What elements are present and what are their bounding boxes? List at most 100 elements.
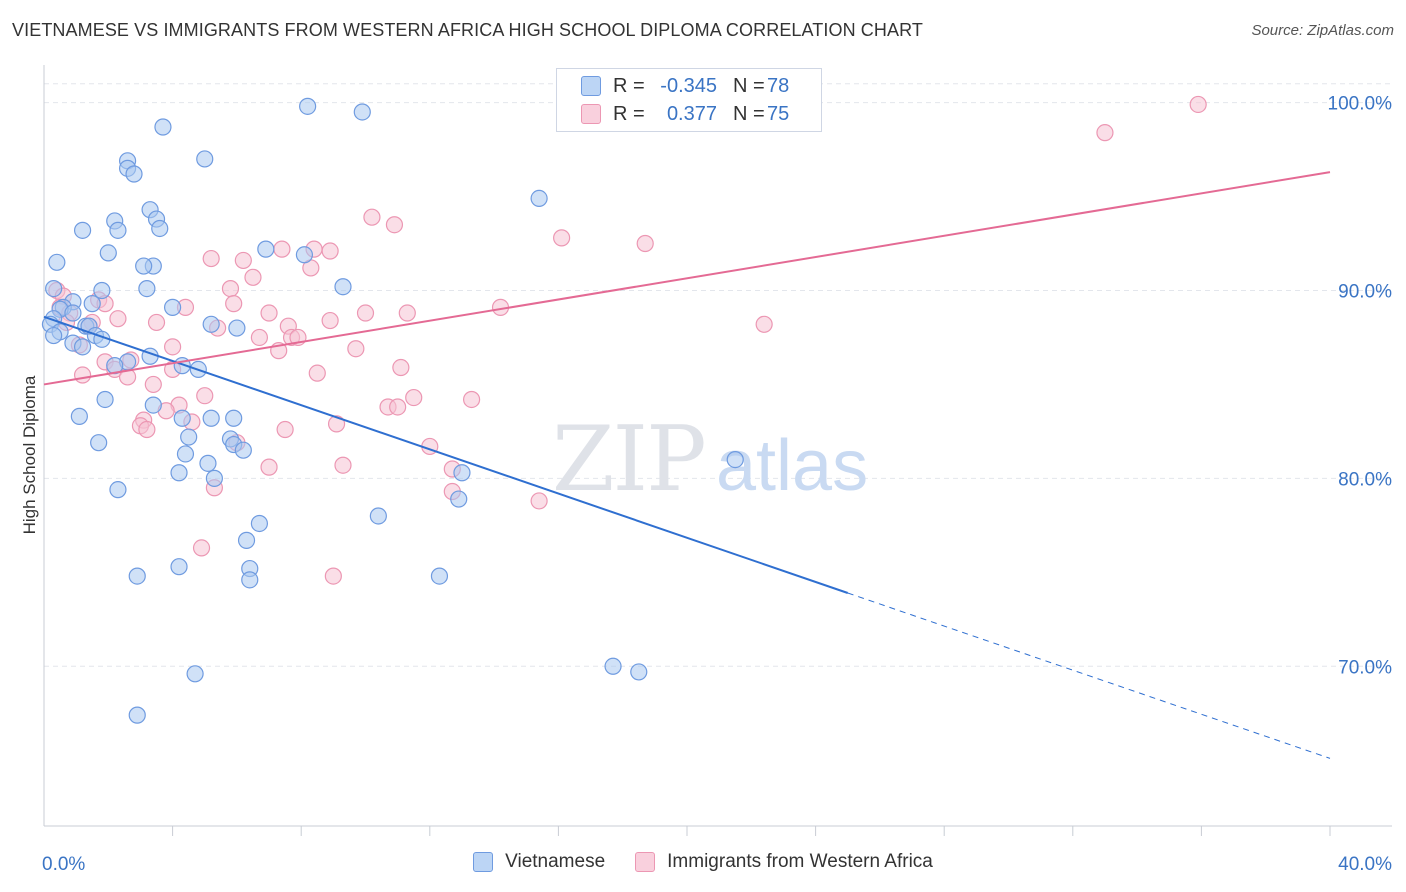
legend-swatch-pink — [581, 104, 601, 124]
point-vietnamese — [186, 665, 204, 683]
point-vietnamese — [234, 441, 252, 459]
trend-line-western-africa — [43, 171, 1331, 386]
point-western-africa — [755, 315, 773, 333]
point-vietnamese — [225, 409, 243, 427]
point-vietnamese — [334, 278, 352, 296]
trend-lines — [43, 171, 1331, 759]
point-western-africa — [244, 268, 262, 286]
watermark: ZIP atlas — [552, 407, 868, 512]
x-tick-label: 40.0% — [1338, 854, 1392, 875]
point-western-africa — [321, 311, 339, 330]
legend-item-vietnamese[interactable]: Vietnamese — [473, 851, 605, 873]
point-western-africa — [1189, 95, 1207, 114]
point-western-africa — [164, 338, 182, 356]
point-vietnamese — [170, 558, 188, 576]
point-western-africa — [347, 340, 365, 358]
point-vietnamese — [228, 319, 246, 337]
y-tick-label: 80.0% — [1338, 469, 1392, 490]
point-vietnamese — [144, 396, 162, 414]
point-western-africa — [462, 390, 481, 409]
point-vietnamese — [73, 338, 92, 356]
point-vietnamese — [138, 280, 156, 298]
point-vietnamese — [250, 514, 269, 533]
legend-label: Vietnamese — [505, 851, 606, 872]
point-vietnamese — [73, 221, 92, 239]
point-vietnamese — [176, 445, 195, 463]
point-western-africa — [356, 304, 375, 322]
point-vietnamese — [151, 219, 169, 238]
point-vietnamese — [83, 295, 101, 313]
series-vietnamese — [41, 97, 744, 724]
point-vietnamese — [128, 706, 146, 724]
point-vietnamese — [257, 240, 275, 258]
point-western-africa — [73, 366, 92, 384]
point-western-africa — [327, 415, 346, 433]
point-western-africa — [260, 304, 278, 322]
x-tick-label: 0.0% — [42, 854, 85, 875]
legend-n-value: 78 — [767, 74, 790, 97]
y-tick-label: 70.0% — [1338, 657, 1392, 678]
series-western-africa — [48, 92, 1207, 585]
point-western-africa — [405, 388, 423, 407]
legend-r-label: R = — [613, 74, 645, 97]
tick-labels: 70.0% 80.0% 90.0% 100.0% 0.0% 40.0% — [42, 94, 1392, 875]
trend-line-vietnamese-extrapolated — [847, 592, 1331, 759]
point-vietnamese — [196, 150, 214, 168]
y-axis-label: High School Diploma — [20, 375, 39, 535]
point-vietnamese — [369, 507, 387, 525]
point-vietnamese — [205, 469, 223, 487]
legend-r-value: -0.345 — [660, 74, 717, 97]
stats-legend: R = -0.345 N = 78 R = 0.377 N = 75 — [556, 68, 822, 132]
point-western-africa — [221, 280, 240, 298]
legend-n-label: N = — [733, 74, 765, 97]
point-vietnamese — [726, 450, 744, 469]
legend-n-value: 75 — [767, 102, 790, 125]
point-western-africa — [138, 420, 156, 439]
legend-n-label: N = — [733, 102, 765, 125]
point-vietnamese — [630, 663, 648, 681]
point-vietnamese — [93, 281, 111, 300]
watermark-atlas: atlas — [716, 426, 868, 506]
point-vietnamese — [604, 657, 622, 675]
point-vietnamese — [135, 257, 153, 275]
point-vietnamese — [453, 464, 471, 482]
point-western-africa — [260, 458, 278, 476]
point-vietnamese — [48, 253, 66, 271]
source-label: Source: ZipAtlas.com — [1251, 22, 1394, 39]
point-vietnamese — [45, 280, 63, 298]
point-vietnamese — [430, 567, 449, 585]
point-vietnamese — [109, 221, 127, 239]
point-vietnamese — [530, 189, 548, 208]
point-vietnamese — [90, 434, 108, 452]
point-western-africa — [308, 364, 326, 382]
point-western-africa — [234, 251, 252, 270]
point-western-africa — [1096, 124, 1114, 142]
point-vietnamese — [173, 409, 191, 427]
point-vietnamese — [237, 531, 256, 549]
point-western-africa — [324, 567, 342, 585]
point-western-africa — [276, 420, 294, 439]
point-western-africa — [530, 492, 548, 510]
point-western-africa — [334, 456, 352, 474]
legend-swatch-blue — [581, 76, 601, 96]
point-western-africa — [273, 240, 291, 258]
point-vietnamese — [199, 454, 217, 472]
legend-r-label: R = — [613, 102, 645, 125]
point-vietnamese — [202, 315, 220, 333]
point-vietnamese — [164, 298, 182, 316]
point-western-africa — [192, 539, 211, 557]
point-vietnamese — [241, 571, 259, 589]
chart-title: VIETNAMESE VS IMMIGRANTS FROM WESTERN AF… — [12, 20, 923, 40]
point-western-africa — [385, 216, 404, 234]
legend-item-western-africa[interactable]: Immigrants from Western Africa — [635, 851, 933, 873]
watermark-zip: ZIP — [552, 407, 705, 512]
legend-row-western-africa: R = 0.377 N = 75 — [581, 100, 789, 128]
point-vietnamese — [128, 567, 146, 585]
point-western-africa — [250, 328, 269, 347]
point-vietnamese — [99, 244, 117, 262]
point-vietnamese — [180, 428, 198, 446]
point-vietnamese — [295, 246, 314, 264]
legend-row-vietnamese: R = -0.345 N = 78 — [581, 72, 789, 100]
point-vietnamese — [450, 490, 468, 508]
